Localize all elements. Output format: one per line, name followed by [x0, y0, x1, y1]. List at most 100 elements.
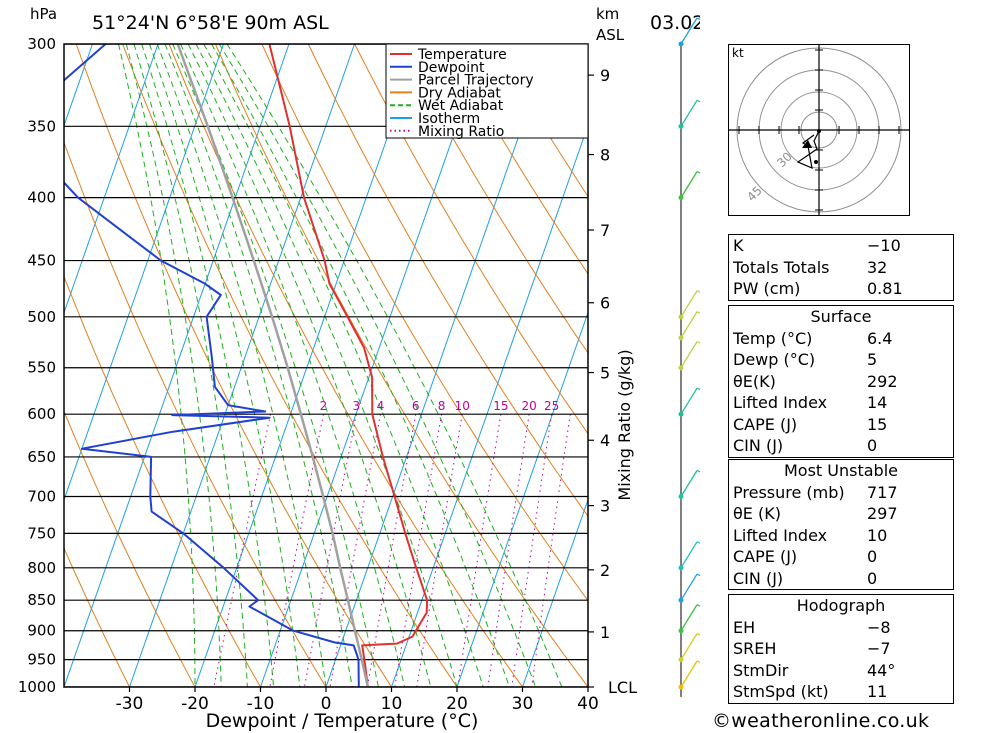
isotherm-line — [129, 44, 355, 687]
index-value: 5 — [867, 350, 878, 369]
legend-label: Wet Adiabat — [418, 98, 504, 114]
hodograph-heading: Hodograph — [796, 596, 886, 615]
height-tick-label: 8 — [600, 146, 610, 165]
pressure-tick-label: 650 — [27, 448, 56, 466]
plot-frame — [63, 43, 589, 688]
mixing-ratio-label: 20 — [522, 399, 537, 413]
hodograph-surface-dot — [814, 160, 818, 164]
hodograph: kt 45 30 — [728, 44, 910, 216]
height-tick-label: 5 — [600, 364, 610, 383]
height-unit-label: km — [596, 5, 619, 23]
wind-profile — [678, 17, 700, 697]
wind-barb — [680, 573, 698, 601]
dry-adiabat-line — [633, 44, 700, 687]
index-label: θE(K) — [733, 371, 776, 391]
mixing-ratio-line — [394, 414, 443, 687]
dry-adiabat-line — [400, 44, 588, 354]
wind-barb-flag — [696, 171, 700, 174]
dry-adiabat-line — [64, 547, 130, 687]
legend-label: Dewpoint — [418, 60, 485, 76]
pressure-tick-label: 400 — [27, 189, 56, 207]
background-lines — [0, 44, 701, 687]
series-dewpoint — [64, 44, 360, 687]
mixing-ratio-axis-label: Mixing Ratio (g/kg) — [615, 349, 634, 500]
pressure-tick-label: 850 — [27, 591, 56, 609]
index-value: −8 — [867, 617, 891, 637]
index-label: θE (K) — [733, 504, 781, 523]
index-label: Pressure (mb) — [733, 482, 845, 502]
wind-barb-flag — [696, 660, 700, 664]
pressure-tick-label: 1000 — [18, 678, 56, 696]
index-value: 44° — [867, 660, 896, 680]
wind-level-dot — [678, 494, 684, 500]
index-value: 717 — [867, 482, 898, 502]
x-tick-label: 20 — [446, 694, 468, 714]
most-unstable-row: θE (K) 297 — [729, 503, 953, 525]
index-value: 297 — [867, 504, 898, 523]
index-value: −7 — [867, 639, 891, 658]
wind-level-dot — [678, 565, 684, 571]
wet-adiabat-line — [211, 44, 510, 687]
index-value: 0.81 — [867, 279, 903, 298]
wet-adiabat-line — [118, 44, 196, 687]
isotherm-line — [64, 44, 290, 687]
sounding-series — [64, 44, 429, 687]
wind-barb-flag — [696, 469, 700, 473]
wind-barb — [680, 604, 698, 632]
height-tick-label: 3 — [600, 497, 610, 516]
hodograph-row: StmSpd (kt) 11 — [729, 681, 953, 703]
axes: 3003504004505005506006507007508008509009… — [18, 35, 637, 714]
mixing-ratio-line — [269, 414, 324, 687]
wind-level-dot — [678, 314, 684, 320]
index-value: 14 — [867, 393, 888, 412]
height-tick-label: 4 — [600, 431, 610, 450]
pressure-tick-label: 800 — [27, 559, 56, 577]
pressure-tick-label: 750 — [27, 524, 56, 542]
wind-level-dot — [678, 123, 684, 129]
wind-barb-flag — [696, 633, 700, 636]
legend-label: Temperature — [417, 47, 507, 63]
dry-adiabat-line — [64, 141, 327, 687]
height-tick-label: 2 — [600, 561, 610, 580]
index-value: 32 — [867, 257, 888, 277]
x-axis-label: Dewpoint / Temperature (°C) — [206, 710, 479, 732]
mixing-ratio-line — [531, 414, 571, 687]
index-row-totals: Totals Totals 32 — [729, 257, 953, 279]
series-temperature — [268, 44, 429, 687]
indices-most-unstable-box: Most Unstable Pressure (mb) 717 θE (K) 297… — [728, 459, 954, 590]
indices-top-box: K −10 Totals Totals 32 PW (cm) 0.81 — [728, 234, 954, 301]
x-tick-label: 0 — [321, 694, 332, 714]
dry-adiabat-line — [447, 44, 588, 275]
surface-heading: Surface — [810, 307, 872, 326]
index-label: CAPE (J) — [733, 547, 798, 566]
wind-barb — [680, 633, 698, 660]
legend-box — [385, 43, 589, 139]
most-unstable-heading: Most Unstable — [784, 461, 898, 480]
wind-barb — [680, 17, 698, 45]
legend-label: Mixing Ratio — [418, 124, 504, 140]
mixing-ratio-label: 15 — [493, 399, 508, 413]
pressure-tick-label: 300 — [27, 35, 56, 53]
isotherm-line — [0, 44, 27, 687]
surface-row: Lifted Index 14 — [729, 392, 953, 414]
legend-label: Isotherm — [418, 111, 480, 127]
skewt-diagram: hPa 51°24'N 6°58'E 90m ASL km ASL 03.02.… — [0, 5, 701, 732]
index-label: SREH — [733, 639, 777, 658]
wind-barb — [680, 541, 698, 569]
wind-barb-flag — [696, 387, 700, 391]
height-ref-label: ASL — [596, 26, 625, 44]
x-tick-label: 10 — [381, 694, 403, 714]
surface-row: CIN (J) 0 — [729, 435, 953, 457]
mixing-ratio-label: 2 — [320, 399, 328, 413]
index-label: Totals Totals — [733, 257, 830, 277]
most-unstable-row: CIN (J) 0 — [729, 568, 953, 590]
wet-adiabat-line — [133, 44, 248, 687]
hodograph-rings — [728, 44, 910, 216]
index-label: CAPE (J) — [733, 414, 798, 434]
pressure-tick-label: 350 — [27, 117, 56, 135]
isotherm-line — [654, 44, 701, 687]
wind-barb-flag — [696, 311, 700, 314]
mixing-ratio-label: 8 — [438, 399, 446, 413]
wet-adiabat-line — [172, 44, 379, 687]
hodograph-storm-marker — [802, 140, 812, 148]
